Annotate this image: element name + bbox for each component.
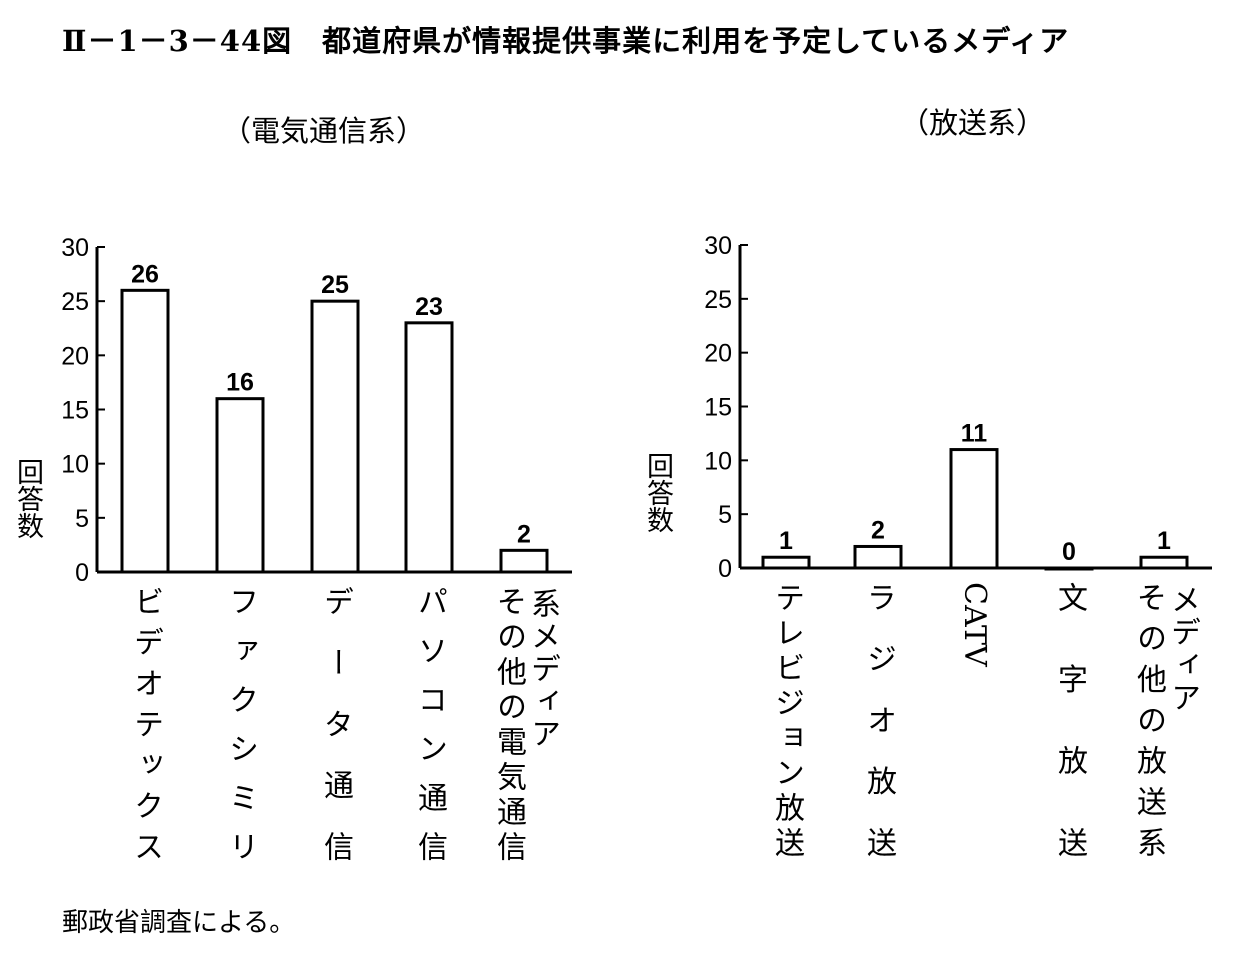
y-tick-label: 25	[61, 288, 89, 316]
y-tick-label: 5	[75, 505, 89, 533]
category-label: ファクシミリ	[223, 586, 258, 861]
bar-value-label: 0	[1062, 538, 1076, 566]
category-label: ビデオテックス	[128, 586, 163, 861]
category-label: パソコン通信	[412, 586, 447, 861]
y-tick-label: 0	[718, 555, 732, 583]
bar-value-label: 1	[779, 527, 793, 555]
y-tick-label: 30	[61, 234, 89, 262]
bar	[761, 555, 811, 570]
category-label: メディア	[1165, 584, 1200, 712]
bar-value-label: 23	[415, 293, 443, 321]
bar-value-label: 2	[517, 520, 531, 548]
y-tick-label: 20	[61, 342, 89, 370]
bar-value-label: 16	[226, 369, 254, 397]
bar	[310, 299, 360, 574]
category-label: その他の放送系	[1131, 582, 1166, 857]
right-y-axis-label: 回答数	[642, 452, 673, 533]
bar	[120, 288, 170, 574]
left-chart-subtitle: （電気通信系）	[222, 114, 426, 148]
category-label: ラジオ放送	[861, 582, 896, 857]
y-tick-label: 30	[704, 232, 732, 260]
category-label: CATV	[957, 582, 992, 667]
y-tick-label: 0	[75, 559, 89, 587]
bar-value-label: 26	[131, 260, 159, 288]
bar	[853, 544, 903, 570]
y-tick-label: 25	[704, 286, 732, 314]
y-tick-label: 10	[61, 451, 89, 479]
bar	[215, 397, 265, 574]
bar-value-label: 1	[1157, 527, 1171, 555]
category-label: データ通信	[318, 586, 353, 861]
bar	[1139, 555, 1189, 570]
category-label: その他の電気通信	[491, 586, 526, 861]
bar	[1044, 566, 1094, 571]
y-tick-label: 15	[61, 397, 89, 425]
bar	[404, 321, 454, 574]
figure-title: Ⅱ－1－3－44図 都道府県が情報提供事業に利用を予定しているメディア	[62, 24, 1070, 58]
y-tick-label: 5	[718, 501, 732, 529]
bar	[949, 448, 999, 570]
y-tick-label: 20	[704, 340, 732, 368]
y-tick-label: 15	[704, 394, 732, 422]
left-y-axis-label: 回答数	[12, 458, 43, 539]
y-tick-label: 10	[704, 447, 732, 475]
category-label: 文字放送	[1052, 582, 1087, 857]
bar-value-label: 25	[321, 271, 349, 299]
right-chart-subtitle: （放送系）	[900, 106, 1046, 140]
bar-value-label: 2	[871, 516, 885, 544]
source-note: 郵政省調査による。	[62, 908, 296, 938]
bar-value-label: 11	[961, 420, 988, 448]
bar	[499, 548, 549, 574]
category-label: 系メディア	[525, 588, 560, 748]
category-label: テレビジョン放送	[769, 582, 804, 857]
